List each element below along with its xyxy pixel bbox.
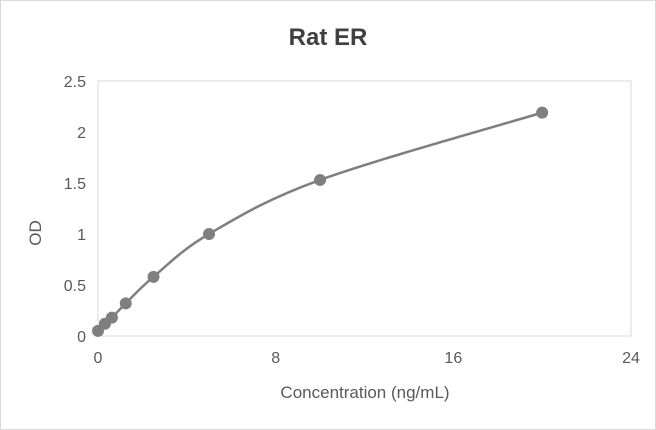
y-tick-label: 0	[77, 329, 86, 346]
y-tick-label: 1	[77, 227, 86, 244]
data-point	[536, 106, 549, 119]
data-point	[105, 311, 118, 324]
y-tick-label: 2.5	[64, 74, 86, 91]
data-point	[314, 173, 327, 186]
x-axis-label: Concentration (ng/mL)	[280, 383, 449, 402]
x-tick-label: 24	[622, 350, 640, 367]
y-tick-label: 1.5	[64, 176, 86, 193]
data-point	[119, 297, 132, 310]
x-tick-label: 8	[271, 350, 280, 367]
y-tick-label: 0.5	[64, 278, 86, 295]
chart-title: Rat ER	[289, 24, 368, 51]
series-line	[97, 111, 543, 332]
x-tick-label: 16	[444, 350, 462, 367]
y-axis-label: OD	[26, 220, 45, 246]
data-point	[203, 228, 216, 240]
y-tick-label: 2	[77, 125, 86, 142]
plot-area	[97, 80, 632, 337]
x-tick-label: 0	[94, 350, 103, 367]
data-point	[147, 270, 160, 283]
